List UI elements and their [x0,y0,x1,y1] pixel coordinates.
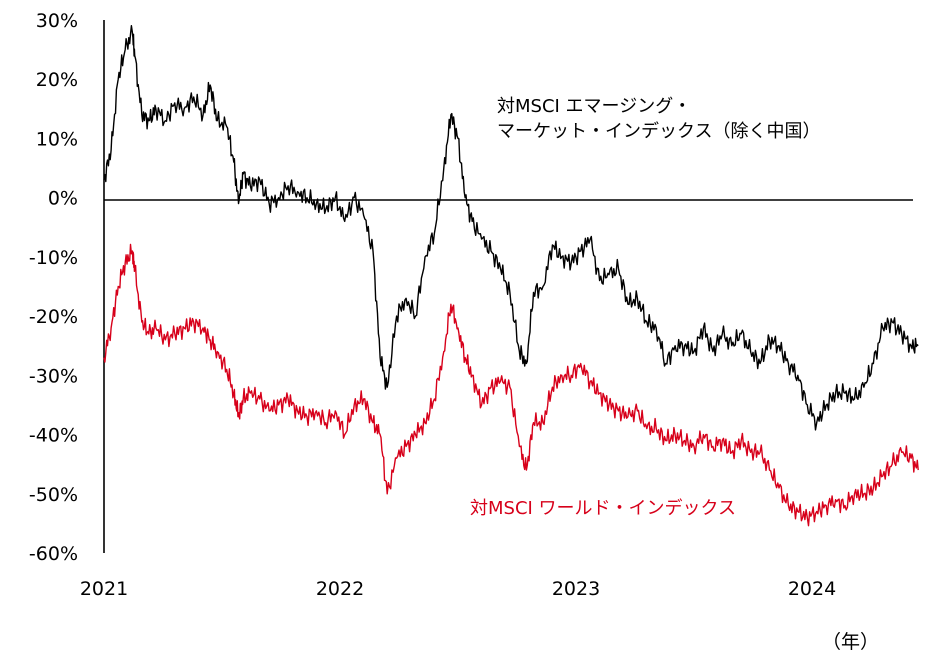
y-tick-label: 0% [48,188,78,210]
y-tick-label: 10% [36,128,78,150]
y-tick-label: -10% [29,247,78,269]
series-line-em-ex-china [103,25,919,431]
x-tick-label: 2023 [552,578,600,600]
annotation-em-line1: 対MSCI エマージング・ [497,96,691,117]
y-tick-label: 30% [36,10,78,32]
x-tick-labels: 2021 2022 2023 2024 [80,578,836,600]
x-tick-label: 2022 [316,578,364,600]
x-tick-label: 2021 [80,578,128,600]
y-tick-label: 20% [36,69,78,91]
x-unit-label: （年） [822,631,879,653]
series-group [103,25,919,527]
series-line-world [103,243,919,527]
y-tick-label: -60% [29,543,78,565]
y-tick-label: -20% [29,306,78,328]
y-tick-label: -40% [29,425,78,447]
y-tick-label: -50% [29,484,78,506]
x-tick-label: 2024 [788,578,836,600]
y-tick-label: -30% [29,365,78,387]
annotation-world: 対MSCI ワールド・インデックス [470,498,736,519]
y-tick-labels: 30% 20% 10% 0% -10% -20% -30% -40% -50% -60% [29,10,78,565]
annotation-em-line2: マーケット・インデックス（除く中国） [497,121,820,142]
